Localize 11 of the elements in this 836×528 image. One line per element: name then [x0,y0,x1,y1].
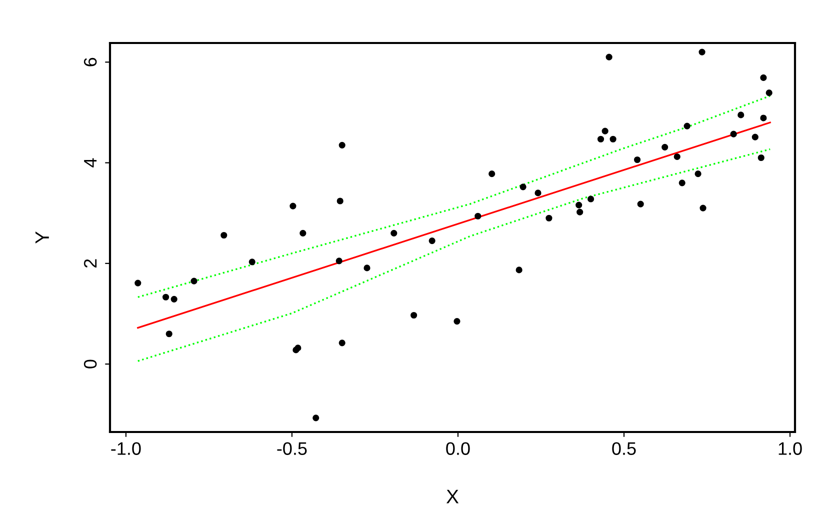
y-tick-label: 0 [84,360,97,368]
x-tick-label: 1.0 [778,442,802,455]
y-tick-label: 6 [84,58,97,66]
x-tick-label: -1.0 [111,442,141,455]
x-tick-label: 0.5 [612,442,636,455]
x-axis-title: X [446,490,459,504]
y-tick-label: 4 [84,158,97,168]
y-axis-title: Y [35,231,49,244]
x-tick-label: 0.0 [446,442,470,455]
y-tick-label: 2 [84,259,97,268]
x-tick-label: -0.5 [277,442,307,455]
